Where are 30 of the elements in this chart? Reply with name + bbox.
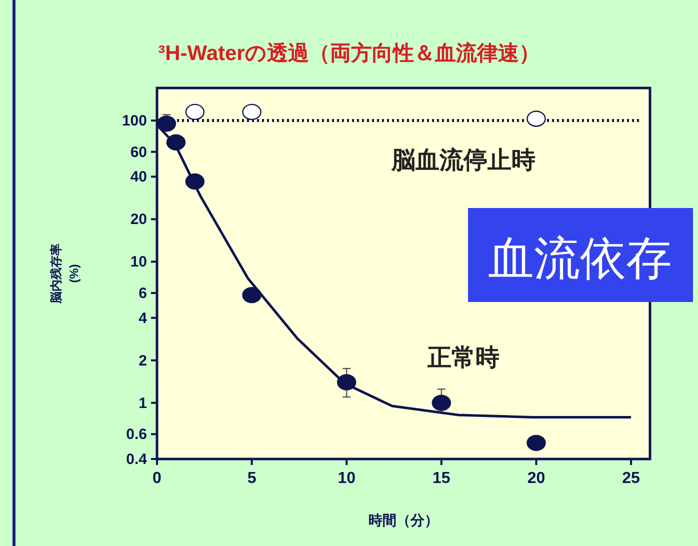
point <box>432 394 452 411</box>
point <box>242 104 262 120</box>
annotation: 血流依存 <box>488 232 672 284</box>
point <box>526 110 546 127</box>
y-tick-label: 10 <box>130 254 147 271</box>
series-label: 正常時 <box>426 344 500 372</box>
chart-title: ³H-Waterの透過（両方向性＆血流律速） <box>158 41 540 65</box>
x-tick-label: 25 <box>622 470 640 487</box>
y-tick-label: 40 <box>130 168 147 186</box>
y-tick-label: 100 <box>122 112 147 130</box>
series-label: 脳血流停止時 <box>390 147 536 174</box>
y-axis-title: 脳内残存率 (%) <box>49 244 81 304</box>
y-tick-label: 20 <box>130 211 147 228</box>
x-axis-title: 時間（分） <box>368 512 438 528</box>
y-tick-label: 2 <box>138 352 147 370</box>
y-tick-label: 0.6 <box>126 426 147 444</box>
x-tick-label: 15 <box>432 470 450 487</box>
point <box>156 116 176 132</box>
y-tick-label: 1 <box>138 394 147 412</box>
y-tick-label: 0.4 <box>126 451 148 468</box>
point <box>526 434 546 452</box>
x-tick-label: 20 <box>527 470 546 487</box>
x-tick-label: 10 <box>338 470 356 487</box>
y-tick-label: 6 <box>138 284 147 302</box>
x-tick-label: 5 <box>247 470 256 487</box>
x-tick-label: 0 <box>152 470 162 487</box>
point <box>242 286 262 304</box>
y-tick-label: 4 <box>138 310 148 327</box>
y-tick-label: 60 <box>130 144 147 161</box>
point <box>185 104 205 120</box>
